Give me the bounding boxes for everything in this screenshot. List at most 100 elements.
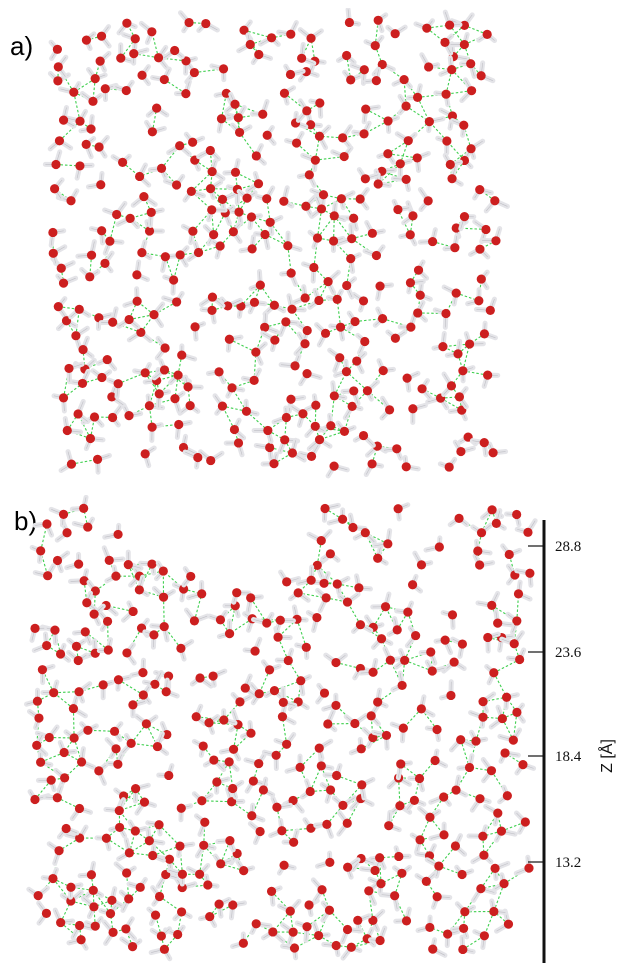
oxygen-atom bbox=[302, 325, 312, 336]
oxygen-atom bbox=[457, 639, 468, 649]
hydrogen-bond bbox=[128, 301, 138, 320]
oxygen-atom bbox=[52, 44, 63, 54]
water-molecule bbox=[331, 795, 358, 810]
water-molecule bbox=[92, 452, 112, 475]
oxygen-atom bbox=[408, 211, 418, 221]
oxygen-atom bbox=[457, 869, 467, 880]
water-molecule bbox=[229, 122, 253, 138]
water-molecule bbox=[458, 212, 477, 232]
hydrogen-bond bbox=[296, 619, 307, 648]
water-molecule bbox=[62, 416, 84, 436]
water-molecule bbox=[151, 585, 176, 602]
hydrogen-bond bbox=[251, 234, 266, 250]
oxygen-atom bbox=[313, 930, 324, 941]
water-molecule bbox=[274, 647, 295, 666]
oxygen-atom bbox=[478, 696, 488, 707]
water-molecules bbox=[42, 8, 510, 479]
oxygen-atom bbox=[137, 70, 147, 80]
oxygen-atom bbox=[285, 69, 296, 80]
oxygen-atom bbox=[360, 336, 370, 347]
oxygen-atom bbox=[229, 424, 240, 435]
hydrogen-bond bbox=[191, 188, 211, 192]
oxygen-atom bbox=[306, 823, 316, 833]
water-molecule bbox=[253, 442, 275, 462]
water-molecule bbox=[423, 535, 444, 553]
water-molecule bbox=[363, 459, 385, 478]
oxygen-atom bbox=[405, 278, 416, 288]
oxygen-atom bbox=[447, 610, 458, 620]
oxygen-atom bbox=[360, 528, 370, 538]
oxygen-atom bbox=[332, 770, 342, 781]
water-molecule bbox=[280, 922, 298, 947]
water-molecule bbox=[182, 449, 203, 470]
water-molecule bbox=[268, 817, 287, 839]
water-molecule bbox=[483, 631, 501, 654]
water-molecule bbox=[441, 371, 457, 398]
water-molecule bbox=[176, 803, 194, 823]
water-molecule bbox=[149, 301, 166, 329]
oxygen-atom bbox=[158, 566, 168, 576]
oxygen-atom bbox=[346, 942, 356, 952]
hydrogen-bond bbox=[54, 188, 72, 202]
oxygen-atom bbox=[158, 592, 169, 602]
water-molecule bbox=[183, 607, 210, 626]
oxygen-atom bbox=[489, 668, 499, 678]
water-molecule bbox=[75, 239, 97, 260]
water-molecule bbox=[288, 588, 311, 603]
water-molecule bbox=[26, 885, 50, 901]
water-molecule bbox=[212, 776, 231, 795]
water-molecule bbox=[297, 41, 317, 66]
oxygen-atom bbox=[227, 383, 237, 393]
hydrogen-bond bbox=[310, 789, 331, 793]
water-molecule bbox=[170, 390, 186, 414]
water-molecule bbox=[381, 444, 404, 461]
oxygen-atom bbox=[343, 862, 353, 872]
oxygen-atom bbox=[490, 863, 500, 873]
oxygen-atom bbox=[421, 876, 431, 886]
oxygen-atom bbox=[321, 593, 331, 603]
oxygen-atom bbox=[53, 62, 63, 72]
oxygen-atom bbox=[368, 915, 378, 925]
oxygen-atom bbox=[425, 812, 435, 822]
hydrogen-bond bbox=[193, 593, 203, 622]
water-molecule bbox=[230, 691, 253, 707]
oxygen-atom bbox=[489, 906, 499, 917]
oxygen-atom bbox=[251, 151, 261, 161]
water-molecule bbox=[171, 582, 189, 603]
water-molecule bbox=[134, 713, 159, 729]
oxygen-atom bbox=[300, 293, 310, 303]
oxygen-atom bbox=[518, 759, 528, 770]
water-molecule bbox=[368, 853, 387, 871]
oxygen-atom bbox=[128, 700, 138, 710]
oxygen-atom bbox=[183, 382, 193, 392]
oxygen-atom bbox=[377, 59, 387, 70]
water-molecule bbox=[247, 802, 266, 823]
water-molecule bbox=[199, 305, 217, 325]
oxygen-atom bbox=[160, 252, 170, 262]
water-molecule bbox=[321, 692, 341, 712]
water-molecule bbox=[312, 555, 329, 580]
oxygen-atom bbox=[434, 542, 444, 552]
hydrogen-bond bbox=[232, 211, 240, 232]
water-molecule bbox=[52, 907, 76, 928]
oxygen-atom bbox=[364, 886, 374, 896]
water-molecule bbox=[289, 404, 308, 428]
oxygen-atom bbox=[315, 98, 325, 108]
oxygen-atom bbox=[176, 803, 186, 813]
oxygen-atom bbox=[320, 503, 330, 514]
water-molecule bbox=[476, 29, 498, 44]
water-molecule bbox=[260, 310, 280, 335]
oxygen-atom bbox=[254, 758, 264, 769]
water-molecule bbox=[452, 439, 476, 457]
water-molecule bbox=[207, 158, 226, 182]
oxygen-atom bbox=[206, 455, 216, 466]
oxygen-atom bbox=[279, 88, 290, 98]
oxygen-atom bbox=[96, 31, 107, 41]
water-molecule bbox=[506, 647, 527, 665]
oxygen-atom bbox=[83, 725, 93, 735]
oxygen-atom bbox=[148, 850, 158, 861]
oxygen-atom bbox=[230, 167, 241, 177]
water-molecule bbox=[78, 114, 96, 134]
water-molecule bbox=[208, 238, 225, 260]
water-molecule bbox=[153, 44, 169, 70]
